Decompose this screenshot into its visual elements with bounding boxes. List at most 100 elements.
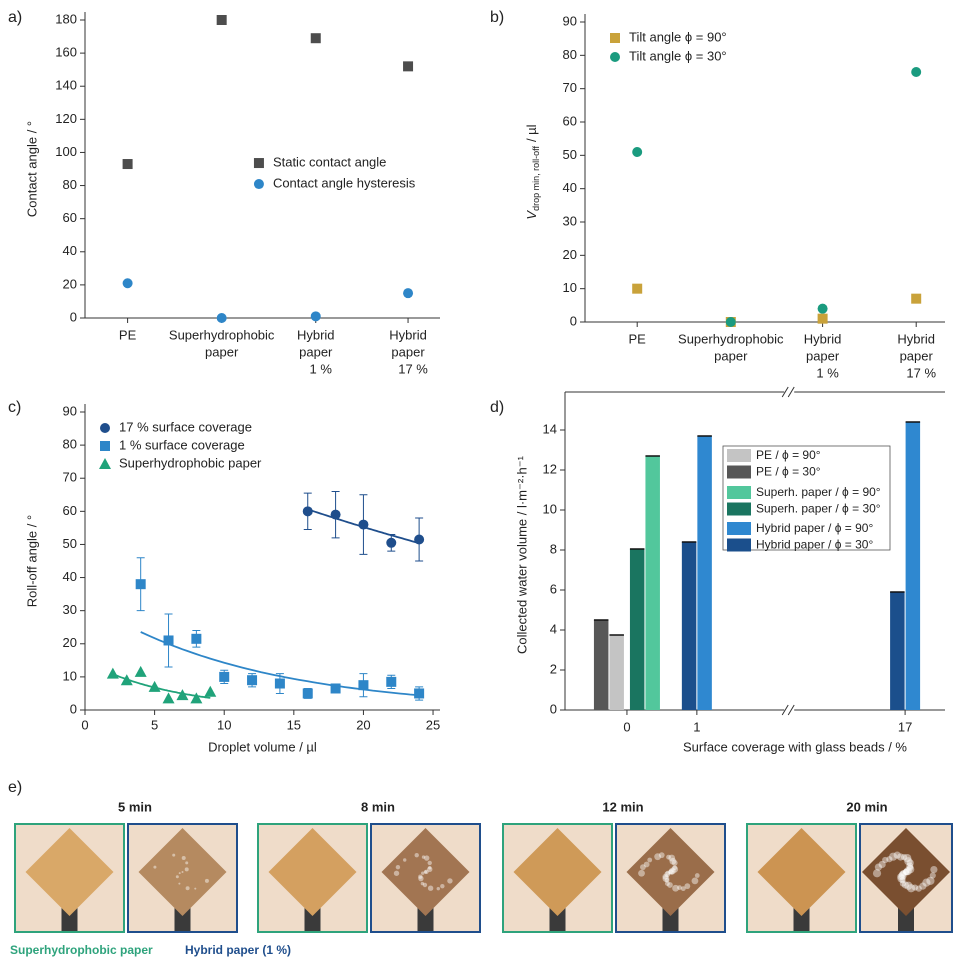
x-tick-label: Superhydrophobic <box>169 327 275 342</box>
paper-sample <box>626 828 715 916</box>
bar <box>593 620 609 710</box>
y-tick-label: 2 <box>550 661 557 676</box>
photo-frame <box>746 823 857 933</box>
marker <box>632 147 643 157</box>
droplet <box>427 885 434 891</box>
droplet <box>907 864 914 871</box>
y-tick-label: 100 <box>55 144 77 159</box>
droplet <box>667 882 673 888</box>
y-axis-label: Contact angle / ° <box>24 121 39 217</box>
y-tick-label: 0 <box>70 701 77 716</box>
droplet <box>662 873 669 880</box>
legend-swatch <box>727 486 751 499</box>
droplet <box>899 880 906 887</box>
droplet <box>896 853 905 861</box>
paper-sample <box>757 828 846 916</box>
panel-label: c) <box>8 399 21 416</box>
droplet <box>447 878 453 884</box>
droplet <box>919 882 927 890</box>
legend-label: Hybrid paper / ϕ = 90° <box>756 521 873 535</box>
y-tick-label: 0 <box>550 701 557 716</box>
legend-marker <box>100 441 110 451</box>
y-tick-label: 140 <box>55 78 77 93</box>
droplet <box>902 868 910 876</box>
y-tick-label: 40 <box>63 243 77 258</box>
marker <box>219 671 230 682</box>
y-tick-label: 10 <box>63 668 77 683</box>
droplet <box>436 886 440 891</box>
y-tick-label: 30 <box>563 213 577 228</box>
droplet <box>901 881 910 889</box>
droplet <box>669 857 677 865</box>
caption: Superhydrophobic paper <box>10 943 153 957</box>
y-tick-label: 50 <box>563 147 577 162</box>
y-tick-label: 50 <box>63 536 77 551</box>
caption: Hybrid paper (1 %) <box>185 943 291 957</box>
droplet <box>882 856 889 864</box>
bar <box>890 592 905 710</box>
paper-sample <box>25 828 114 916</box>
x-tick-label: paper <box>900 348 934 363</box>
droplet <box>184 867 189 872</box>
y-tick-label: 60 <box>63 503 77 518</box>
droplet <box>658 852 665 859</box>
y-label-part: drop min, roll-off <box>531 146 541 211</box>
legend-swatch <box>727 522 751 535</box>
y-tick-label: 4 <box>550 621 557 636</box>
marker <box>122 278 133 289</box>
bar <box>609 635 624 710</box>
droplet <box>418 874 423 879</box>
x-tick-label: 17 % <box>906 365 936 380</box>
droplet <box>671 865 679 873</box>
marker <box>330 509 341 520</box>
droplet <box>427 860 432 866</box>
x-tick-label: Hybrid <box>897 331 935 346</box>
legend-label: Tilt angle ϕ = 90° <box>629 29 727 44</box>
x-tick-label: 17 % <box>398 361 428 376</box>
marker <box>330 683 341 694</box>
droplet <box>684 883 691 890</box>
droplet <box>668 867 676 875</box>
legend-swatch <box>727 502 751 516</box>
droplet <box>194 887 197 890</box>
axis-break <box>787 704 795 716</box>
droplet <box>906 859 914 867</box>
x-tick-label: PE <box>629 331 647 346</box>
y-tick-label: 8 <box>550 541 557 556</box>
x-tick-label: 20 <box>356 717 370 732</box>
droplet <box>181 871 184 873</box>
y-tick-label: 14 <box>543 421 557 436</box>
marker <box>403 288 414 299</box>
droplet <box>893 851 901 859</box>
droplet <box>672 884 680 892</box>
marker <box>135 579 146 590</box>
droplet <box>204 878 209 883</box>
droplet <box>900 870 907 877</box>
legend-marker <box>610 33 620 43</box>
droplet <box>178 882 181 885</box>
droplet <box>694 873 700 878</box>
marker <box>403 61 414 72</box>
droplet <box>666 854 671 860</box>
bar <box>681 542 697 710</box>
droplet <box>904 881 913 890</box>
y-tick-label: 0 <box>570 313 577 328</box>
x-tick-label: 15 <box>287 717 301 732</box>
legend-label: 17 % surface coverage <box>119 419 252 434</box>
droplet <box>668 869 673 875</box>
droplet <box>422 882 428 888</box>
y-tick-label: 10 <box>563 280 577 295</box>
droplet <box>929 872 936 879</box>
droplet <box>640 864 646 871</box>
y-tick-label: 80 <box>563 47 577 62</box>
x-tick-label: Hybrid <box>297 327 335 342</box>
droplet <box>907 884 916 893</box>
y-label-part: V <box>524 210 539 220</box>
photo-frame <box>615 823 726 933</box>
legend-marker <box>99 458 111 469</box>
x-tick-label: 10 <box>217 717 231 732</box>
marker <box>120 674 133 686</box>
photo-frame <box>257 823 368 933</box>
droplet <box>902 868 910 876</box>
droplet <box>926 876 935 885</box>
